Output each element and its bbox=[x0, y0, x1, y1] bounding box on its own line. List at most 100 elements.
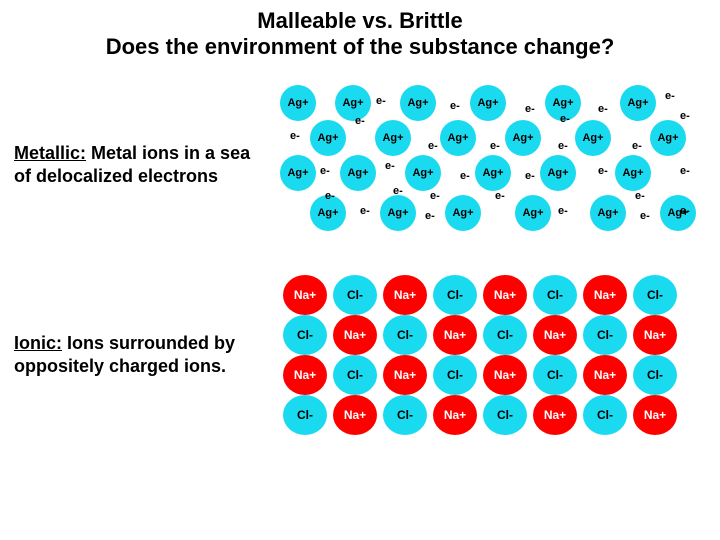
ionic-cell: Na+ bbox=[480, 355, 530, 395]
chloride-ion: Cl- bbox=[283, 315, 327, 355]
electron-label: e- bbox=[290, 130, 300, 142]
title-line-2: Does the environment of the substance ch… bbox=[20, 34, 700, 60]
chloride-ion: Cl- bbox=[533, 355, 577, 395]
ionic-cell: Cl- bbox=[280, 395, 330, 435]
ionic-cell: Na+ bbox=[480, 275, 530, 315]
sodium-ion: Na+ bbox=[483, 275, 527, 315]
silver-ion: Ag+ bbox=[405, 155, 441, 191]
ionic-cell: Na+ bbox=[380, 355, 430, 395]
ionic-cell: Na+ bbox=[280, 355, 330, 395]
ionic-cell: Na+ bbox=[580, 355, 630, 395]
ionic-cell: Cl- bbox=[630, 355, 680, 395]
content-area: Metallic: Metal ions in a sea of delocal… bbox=[0, 65, 720, 445]
silver-ion: Ag+ bbox=[515, 195, 551, 231]
chloride-ion: Cl- bbox=[583, 315, 627, 355]
metallic-label-bold: Metallic: bbox=[14, 143, 86, 163]
sodium-ion: Na+ bbox=[283, 275, 327, 315]
silver-ion: Ag+ bbox=[375, 120, 411, 156]
ionic-cell: Na+ bbox=[330, 315, 380, 355]
chloride-ion: Cl- bbox=[583, 395, 627, 435]
electron-label: e- bbox=[640, 210, 650, 222]
ionic-cell: Cl- bbox=[380, 315, 430, 355]
electron-label: e- bbox=[680, 110, 690, 122]
silver-ion: Ag+ bbox=[475, 155, 511, 191]
electron-label: e- bbox=[525, 170, 535, 182]
ionic-cell: Na+ bbox=[630, 315, 680, 355]
chloride-ion: Cl- bbox=[483, 395, 527, 435]
chloride-ion: Cl- bbox=[483, 315, 527, 355]
electron-label: e- bbox=[450, 100, 460, 112]
sodium-ion: Na+ bbox=[383, 355, 427, 395]
ionic-cell: Cl- bbox=[580, 315, 630, 355]
ionic-cell: Na+ bbox=[280, 275, 330, 315]
ionic-cell: Na+ bbox=[530, 395, 580, 435]
electron-label: e- bbox=[385, 160, 395, 172]
electron-label: e- bbox=[355, 115, 365, 127]
electron-label: e- bbox=[376, 95, 386, 107]
ionic-cell: Na+ bbox=[580, 275, 630, 315]
electron-label: e- bbox=[598, 103, 608, 115]
electron-label: e- bbox=[635, 190, 645, 202]
electron-label: e- bbox=[665, 90, 675, 102]
electron-label: e- bbox=[558, 205, 568, 217]
electron-label: e- bbox=[560, 113, 570, 125]
silver-ion: Ag+ bbox=[280, 85, 316, 121]
sodium-ion: Na+ bbox=[383, 275, 427, 315]
ionic-cell: Cl- bbox=[530, 275, 580, 315]
electron-label: e- bbox=[558, 140, 568, 152]
electron-label: e- bbox=[393, 185, 403, 197]
ionic-label-bold: Ionic: bbox=[14, 333, 62, 353]
electron-label: e- bbox=[325, 190, 335, 202]
ionic-cell: Cl- bbox=[580, 395, 630, 435]
ionic-cell: Cl- bbox=[380, 395, 430, 435]
sodium-ion: Na+ bbox=[483, 355, 527, 395]
sodium-ion: Na+ bbox=[283, 355, 327, 395]
electron-label: e- bbox=[495, 190, 505, 202]
silver-ion: Ag+ bbox=[310, 120, 346, 156]
sodium-ion: Na+ bbox=[333, 395, 377, 435]
metallic-section: Metallic: Metal ions in a sea of delocal… bbox=[10, 85, 710, 245]
chloride-ion: Cl- bbox=[633, 355, 677, 395]
sodium-ion: Na+ bbox=[633, 315, 677, 355]
ionic-cell: Cl- bbox=[530, 355, 580, 395]
silver-ion: Ag+ bbox=[620, 85, 656, 121]
electron-label: e- bbox=[320, 165, 330, 177]
ionic-cell: Na+ bbox=[380, 275, 430, 315]
sodium-ion: Na+ bbox=[533, 315, 577, 355]
electron-label: e- bbox=[680, 205, 690, 217]
ionic-cell: Cl- bbox=[280, 315, 330, 355]
silver-ion: Ag+ bbox=[280, 155, 316, 191]
ionic-cell: Cl- bbox=[480, 315, 530, 355]
silver-ion: Ag+ bbox=[340, 155, 376, 191]
chloride-ion: Cl- bbox=[433, 355, 477, 395]
silver-ion: Ag+ bbox=[660, 195, 696, 231]
ionic-description: Ionic: Ions surrounded by oppositely cha… bbox=[10, 332, 270, 377]
silver-ion: Ag+ bbox=[505, 120, 541, 156]
electron-label: e- bbox=[360, 205, 370, 217]
title-block: Malleable vs. Brittle Does the environme… bbox=[0, 0, 720, 65]
title-line-1: Malleable vs. Brittle bbox=[20, 8, 700, 34]
silver-ion: Ag+ bbox=[575, 120, 611, 156]
sodium-ion: Na+ bbox=[333, 315, 377, 355]
chloride-ion: Cl- bbox=[383, 315, 427, 355]
silver-ion: Ag+ bbox=[440, 120, 476, 156]
chloride-ion: Cl- bbox=[533, 275, 577, 315]
ionic-section: Ionic: Ions surrounded by oppositely cha… bbox=[10, 275, 710, 435]
ionic-cell: Na+ bbox=[530, 315, 580, 355]
silver-ion: Ag+ bbox=[400, 85, 436, 121]
silver-ion: Ag+ bbox=[590, 195, 626, 231]
electron-label: e- bbox=[632, 140, 642, 152]
sodium-ion: Na+ bbox=[583, 275, 627, 315]
ionic-cell: Cl- bbox=[430, 355, 480, 395]
ionic-cell: Na+ bbox=[630, 395, 680, 435]
ionic-cell: Na+ bbox=[430, 395, 480, 435]
electron-label: e- bbox=[460, 170, 470, 182]
sodium-ion: Na+ bbox=[583, 355, 627, 395]
electron-label: e- bbox=[490, 140, 500, 152]
silver-ion: Ag+ bbox=[470, 85, 506, 121]
electron-label: e- bbox=[598, 165, 608, 177]
silver-ion: Ag+ bbox=[335, 85, 371, 121]
chloride-ion: Cl- bbox=[383, 395, 427, 435]
electron-label: e- bbox=[428, 140, 438, 152]
electron-label: e- bbox=[525, 103, 535, 115]
